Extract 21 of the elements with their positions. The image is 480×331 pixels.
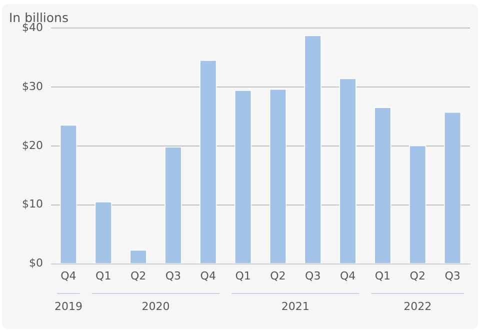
y-tick-label: $30 [22, 80, 43, 93]
text: 2019 [54, 300, 82, 313]
x-tick-label: Q2 [410, 269, 426, 282]
x-tick-label: Q4 [340, 269, 356, 282]
x-tick-label: Q1 [374, 269, 391, 282]
x-tick-label: Q3 [444, 269, 460, 282]
y-tick-label: $10 [22, 198, 43, 211]
x-tick-label: Q3 [305, 269, 321, 282]
y-tick-label: $20 [22, 138, 43, 152]
y-tick-label: $0 [28, 256, 43, 270]
x-tick-label: Q3 [165, 269, 182, 282]
x-tick-label: Q4 [60, 269, 76, 282]
x-tick-label: Q1 [96, 269, 112, 282]
y-tick-label: $40 [22, 20, 43, 34]
x-tick-label: Q1 [235, 269, 251, 282]
text: 2022 [404, 300, 432, 313]
x-tick-label: Q2 [270, 269, 286, 282]
text: 2020 [142, 300, 170, 313]
text: 2021 [281, 300, 310, 313]
x-tick-label: Q2 [130, 269, 146, 282]
x-tick-label: Q4 [200, 269, 216, 282]
